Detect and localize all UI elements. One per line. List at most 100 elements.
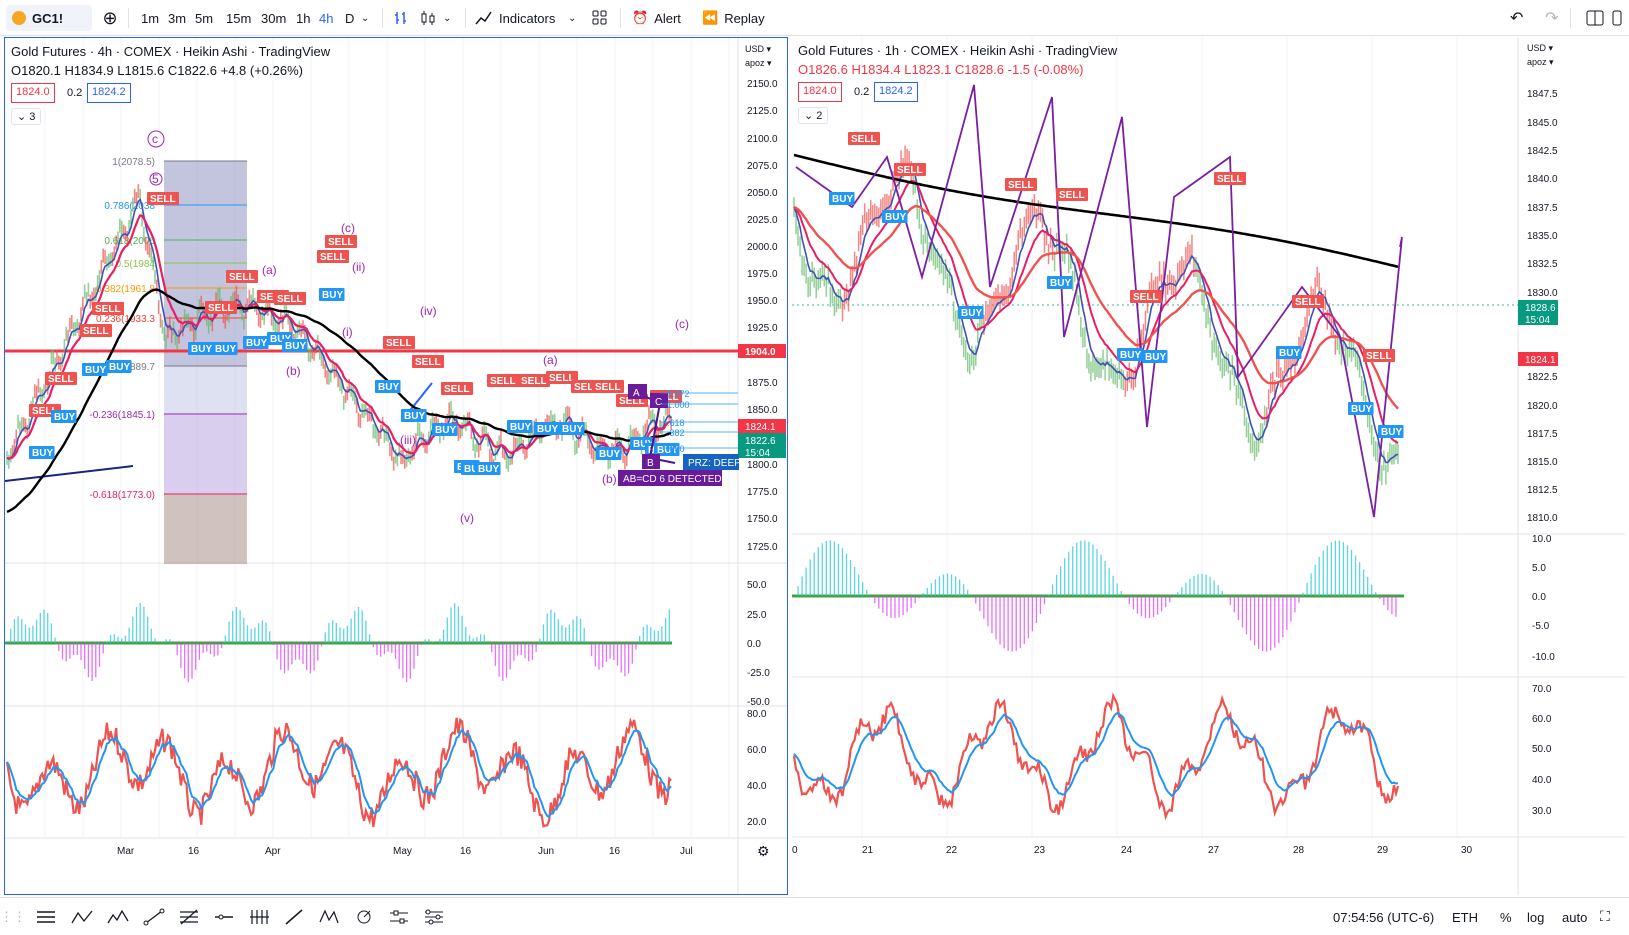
indicators-chevron-down-icon[interactable]: ⌄ [568,12,577,24]
horizontal-ray-icon[interactable] [210,904,238,930]
fib-channel-icon[interactable] [175,904,203,930]
sell-signal-bg [441,382,473,395]
osc-tick: 0.0 [1532,592,1546,603]
fib-level-label: 0.236(1933.3 [96,314,155,325]
templates-grid-icon[interactable] [590,6,610,30]
interval-1h[interactable]: 1h [296,10,311,26]
sliders-icon[interactable] [385,904,413,930]
harmonic-point-b [642,454,660,469]
session-toggle[interactable]: ETH [1452,910,1478,925]
trend-line-tool-icon[interactable] [140,904,168,930]
buy-signal: BUY [270,334,291,345]
sell-signal: SELL [1217,174,1243,185]
interval-1m[interactable]: 1m [141,10,160,26]
rewind-icon: ⏪ [702,10,719,25]
auto-toggle[interactable]: auto [1562,910,1588,925]
sell-signal: SELL [208,303,234,314]
symbol-search-button[interactable]: GC1! [6,5,92,31]
harmonic-abcd-line [636,392,676,464]
sell-signal: SELL [95,304,121,315]
buy-signal: BUY [464,464,485,475]
harmonic-detected-text: AB=CD 6 DETECTED [623,474,722,485]
chart-pane-left[interactable]: USD ▾ apoz ▾ 2150.0 2125.0 2100.0 2075.0 2050.… [4,37,788,895]
abc-pattern-icon[interactable] [68,904,96,930]
redo-icon[interactable]: ↷ [1545,10,1559,27]
indicators-label: Indicators [499,10,556,26]
replay-button[interactable]: ⏪ Replay [702,6,765,30]
harmonic-b-label: B [647,458,654,469]
interval-5m[interactable]: 5m [195,10,214,26]
menu-lines-icon[interactable] [32,904,60,930]
sell-signal-bg [546,371,578,384]
wave-label: (ii) [352,260,365,274]
bid-price-box-left[interactable]: 1824.0 [11,83,55,103]
sell-signal-bg [848,132,880,145]
interval-chevron-down-icon[interactable]: ⌄ [361,12,370,24]
bar-chart-type-icon[interactable] [392,6,412,30]
last-price-badge [1518,300,1558,313]
buy-signal-bg [1348,402,1374,415]
sell-signal: SELL [260,292,286,303]
candle-chart-type-icon[interactable] [418,6,438,30]
undo-icon[interactable]: ↶ [1510,10,1524,27]
indicators-button[interactable]: Indicators [475,6,555,30]
bid-price-box-right[interactable]: 1824.0 [798,82,842,102]
line-tool-icon[interactable] [280,904,308,930]
time-tick: 16 [460,846,472,857]
buy-signal-bg [51,410,77,423]
fullscreen-icon[interactable]: ⛶ [1600,908,1610,924]
rsi-signal-line [6,727,672,819]
ask-price-box-left[interactable]: 1824.2 [87,83,131,103]
buy-signal-bg [375,380,401,393]
sell-signal-bg [317,250,349,263]
fib-level-label: 1(2078.5) [112,157,155,168]
currency-label: USD ▾ [1527,43,1554,53]
sell-signal: SELL [320,252,346,263]
layout-split-icon[interactable] [1585,6,1605,30]
price-tick: 2000.0 [747,242,778,253]
magnet-icon[interactable] [350,904,378,930]
pattern-xabcd-icon[interactable] [315,904,343,930]
percent-toggle[interactable]: % [1500,910,1512,925]
rsi-line [792,692,1400,821]
sell-signal: SELL [1008,180,1034,191]
osc-tick: 5.0 [1532,563,1546,574]
ask-price-box-right[interactable]: 1824.2 [874,82,918,102]
time-tick: Jun [538,846,554,857]
last-price-badge [738,445,786,458]
sell-signal-bg [80,324,112,337]
object-tree-icon[interactable] [420,904,448,930]
elliott-wave-icon[interactable] [104,904,132,930]
indicators-collapse-right[interactable]: ⌄ 2 [798,107,829,124]
interval-3m[interactable]: 3m [168,10,187,26]
chart-canvas-right[interactable]: USD ▾ apoz ▾ 1847.5 1845.0 1842.5 1840.0 1837.… [792,37,1625,895]
interval-30m[interactable]: 30m [261,10,287,26]
indicators-collapse-left[interactable]: ⌄ 3 [11,108,42,125]
sell-signal: SELL [150,194,176,205]
price-tick: 1840.0 [1527,174,1558,185]
sell-signal-bg [92,302,124,315]
chart-type-chevron-down-icon[interactable]: ⌄ [443,12,452,24]
buy-signal: BUY [510,422,531,433]
compare-add-icon[interactable]: ⊕ [102,7,118,28]
alert-button[interactable]: ⏰ Alert [632,6,681,30]
price-tick: 1725.0 [747,542,778,553]
chart-pane-right[interactable]: USD ▾ apoz ▾ 1847.5 1845.0 1842.5 1840.0 1837.… [792,37,1625,895]
layout-more-icon[interactable] [1610,6,1624,30]
clock-timezone[interactable]: 07:54:56 (UTC-6) [1333,910,1435,925]
top-toolbar: GC1! ⊕ 1m 3m 5m 15m 30m 1h 4h D ⌄ ⌄ Indi… [0,0,1629,36]
fib-level-label: -0.236(1845.1) [89,410,155,421]
drag-handle-icon[interactable]: ⋮⋮ [0,909,26,924]
interval-d[interactable]: D [345,10,355,26]
log-toggle[interactable]: log [1527,910,1545,925]
scale-mode-label: apoz ▾ [745,58,772,68]
price-tick: 1812.5 [1527,485,1558,496]
buy-signal: BUY [961,308,982,319]
interval-4h[interactable]: 4h [319,10,334,26]
time-tick: 0 [792,845,798,856]
interval-15m[interactable]: 15m [226,10,252,26]
sell-signal-bg [894,163,926,176]
chart-canvas-left[interactable]: USD ▾ apoz ▾ 2150.0 2125.0 2100.0 2075.0 2050.… [5,38,787,894]
buy-signal: BUY [246,338,267,349]
date-range-icon[interactable] [245,904,273,930]
